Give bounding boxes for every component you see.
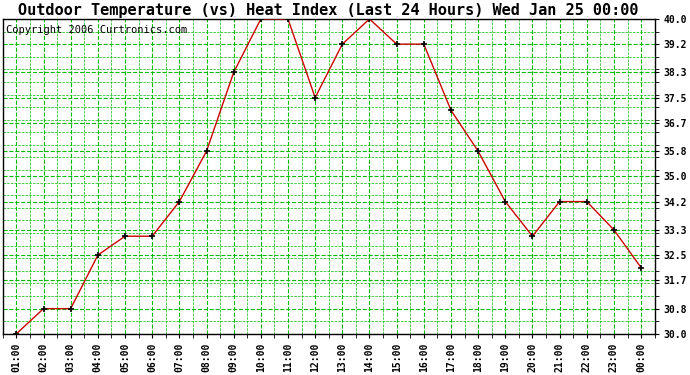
- Text: Copyright 2006 Curtronics.com: Copyright 2006 Curtronics.com: [6, 25, 187, 35]
- Title: Outdoor Temperature (vs) Heat Index (Last 24 Hours) Wed Jan 25 00:00: Outdoor Temperature (vs) Heat Index (Las…: [19, 3, 639, 18]
